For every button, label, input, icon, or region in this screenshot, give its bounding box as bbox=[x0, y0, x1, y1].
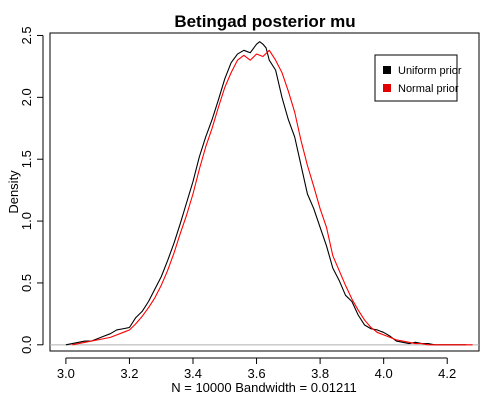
x-axis: 3.0 3.2 3.4 3.6 3.8 4.0 4.2 bbox=[57, 357, 456, 381]
series-line-normal-prior bbox=[72, 49, 473, 346]
x-tick-label: 3.4 bbox=[184, 366, 202, 381]
legend-label-uniform-prior: Uniform prior bbox=[398, 65, 462, 77]
legend-swatch-uniform-prior bbox=[383, 66, 391, 74]
x-axis-label: N = 10000 Bandwidth = 0.01211 bbox=[171, 380, 357, 395]
y-tick-label: 1.0 bbox=[19, 212, 34, 230]
x-tick-label: 3.2 bbox=[120, 366, 138, 381]
y-tick-label: 0.5 bbox=[19, 274, 34, 292]
y-tick-label: 0.0 bbox=[19, 336, 34, 354]
y-tick-label: 2.5 bbox=[19, 26, 34, 44]
series-lines bbox=[65, 41, 473, 346]
legend-box bbox=[374, 54, 458, 102]
x-tick-label: 3.6 bbox=[248, 366, 266, 381]
x-tick-label: 4.0 bbox=[375, 366, 393, 381]
legend-swatch-normal-prior bbox=[383, 84, 391, 92]
y-tick-label: 2.0 bbox=[19, 88, 34, 106]
plot-frame bbox=[49, 32, 480, 352]
legend: Uniform prior Normal prior bbox=[374, 54, 462, 102]
y-tick-label: 1.5 bbox=[19, 150, 34, 168]
chart-title: Betingad posterior mu bbox=[174, 12, 355, 31]
x-tick-label: 4.2 bbox=[438, 366, 456, 381]
x-tick-label: 3.8 bbox=[311, 366, 329, 381]
series-line-uniform-prior bbox=[65, 41, 467, 346]
y-axis: 0.0 0.5 1.0 1.5 2.0 2.5 bbox=[19, 26, 44, 354]
x-tick-label: 3.0 bbox=[57, 366, 75, 381]
y-axis-label: Density bbox=[6, 170, 21, 214]
legend-label-normal-prior: Normal prior bbox=[398, 83, 459, 95]
